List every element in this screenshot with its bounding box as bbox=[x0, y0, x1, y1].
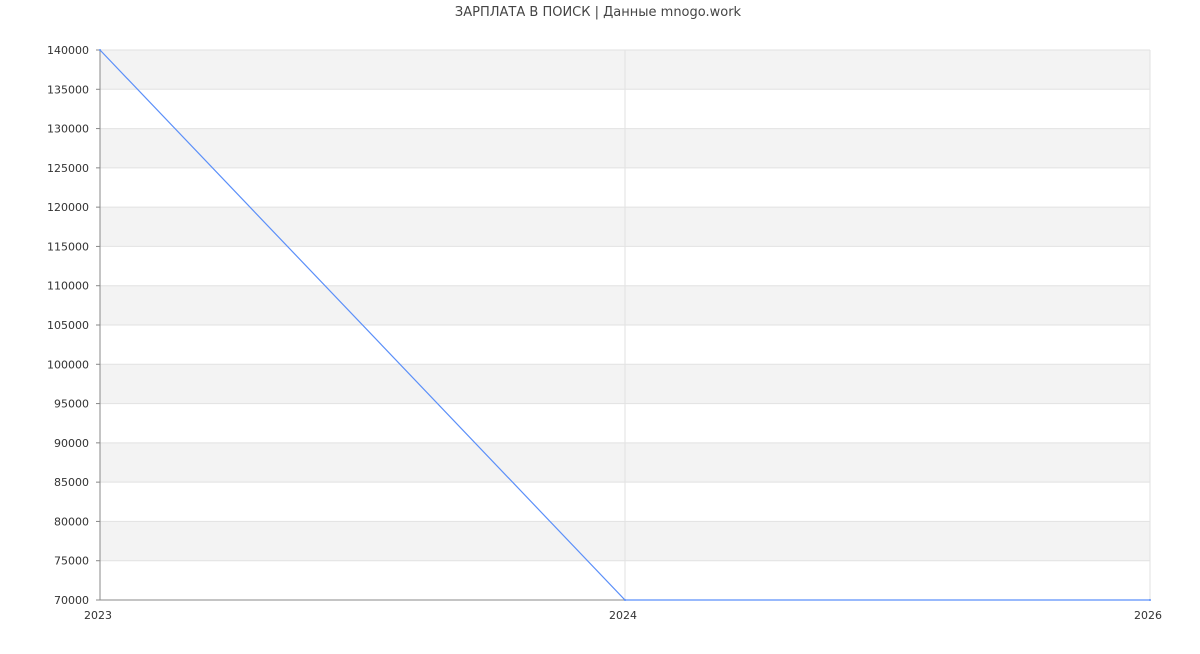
data-point bbox=[624, 599, 626, 601]
data-point bbox=[99, 49, 101, 51]
y-tick-label: 135000 bbox=[47, 83, 89, 96]
y-tick-label: 85000 bbox=[54, 476, 89, 489]
y-tick-label: 110000 bbox=[47, 280, 89, 293]
y-tick-label: 105000 bbox=[47, 319, 89, 332]
x-tick-label: 2023 bbox=[84, 609, 112, 622]
x-tick-label: 2026 bbox=[1134, 609, 1162, 622]
y-tick-label: 100000 bbox=[47, 358, 89, 371]
y-tick-label: 125000 bbox=[47, 162, 89, 175]
y-tick-label: 120000 bbox=[47, 201, 89, 214]
x-tick-label: 2024 bbox=[609, 609, 637, 622]
y-tick-label: 75000 bbox=[54, 555, 89, 568]
y-tick-label: 70000 bbox=[54, 594, 89, 607]
y-tick-label: 130000 bbox=[47, 123, 89, 136]
y-tick-label: 115000 bbox=[47, 240, 89, 253]
y-tick-label: 95000 bbox=[54, 398, 89, 411]
y-tick-label: 80000 bbox=[54, 515, 89, 528]
y-tick-label: 90000 bbox=[54, 437, 89, 450]
chart-title: ЗАРПЛАТА В ПОИСК | Данные mnogo.work bbox=[455, 5, 742, 20]
y-tick-label: 140000 bbox=[47, 44, 89, 57]
data-point bbox=[1149, 599, 1151, 601]
